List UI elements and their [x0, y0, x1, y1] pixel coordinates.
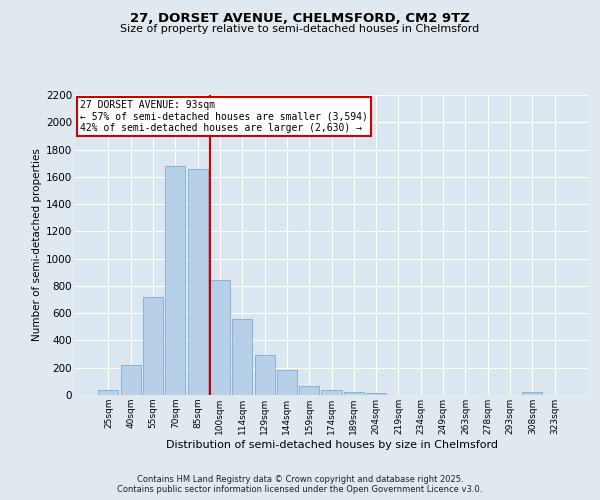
Bar [366, 392, 386, 395]
Text: 27, DORSET AVENUE, CHELMSFORD, CM2 9TZ: 27, DORSET AVENUE, CHELMSFORD, CM2 9TZ [130, 12, 470, 26]
Bar [121, 365, 141, 395]
Bar [165, 166, 185, 395]
Bar [188, 168, 208, 395]
Bar [522, 392, 542, 395]
Bar [254, 356, 275, 395]
Text: Size of property relative to semi-detached houses in Chelmsford: Size of property relative to semi-detach… [121, 24, 479, 34]
Bar [98, 390, 118, 395]
X-axis label: Distribution of semi-detached houses by size in Chelmsford: Distribution of semi-detached houses by … [166, 440, 497, 450]
Bar [299, 386, 319, 395]
Text: 27 DORSET AVENUE: 93sqm
← 57% of semi-detached houses are smaller (3,594)
42% of: 27 DORSET AVENUE: 93sqm ← 57% of semi-de… [80, 100, 368, 132]
Bar [232, 318, 252, 395]
Bar [277, 370, 297, 395]
Y-axis label: Number of semi-detached properties: Number of semi-detached properties [32, 148, 42, 342]
Text: Contains HM Land Registry data © Crown copyright and database right 2025.
Contai: Contains HM Land Registry data © Crown c… [118, 474, 482, 494]
Bar [344, 392, 364, 395]
Bar [210, 280, 230, 395]
Bar [143, 297, 163, 395]
Bar [322, 390, 341, 395]
